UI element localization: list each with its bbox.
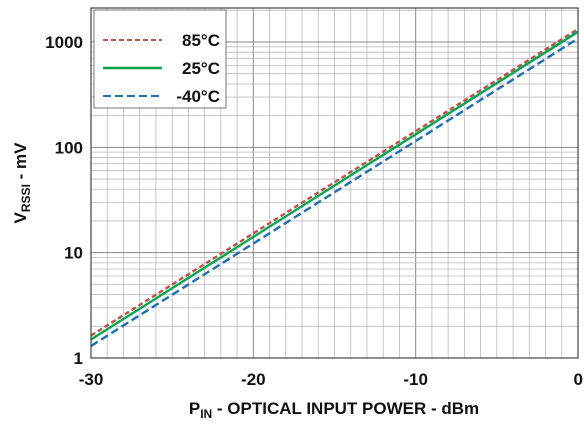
series-lines bbox=[90, 27, 579, 348]
plot-frame bbox=[90, 7, 579, 359]
y-tick-label: 100 bbox=[55, 138, 83, 157]
y-tick-label: 10 bbox=[64, 244, 83, 263]
legend-label-25c: 25°C bbox=[182, 59, 220, 78]
x-axis-title-rest: - OPTICAL INPUT POWER - dBm bbox=[212, 399, 479, 418]
y-tick-labels: 1 10 100 1000 bbox=[45, 33, 83, 368]
y-axis-title-sub: RSSI bbox=[19, 184, 33, 212]
y-tick-label: 1 bbox=[74, 349, 83, 368]
x-axis-title: PIN - OPTICAL INPUT POWER - dBm bbox=[189, 399, 479, 421]
x-tick-label: -20 bbox=[241, 370, 266, 389]
x-tick-label: -30 bbox=[79, 370, 104, 389]
y-tick-label: 1000 bbox=[45, 33, 83, 52]
legend: 85°C 25°C -40°C bbox=[93, 9, 227, 109]
x-axis-title-sub: IN bbox=[200, 407, 212, 421]
x-tick-label: -10 bbox=[403, 370, 428, 389]
x-tick-label: 0 bbox=[574, 370, 583, 389]
legend-box bbox=[93, 9, 227, 109]
series-line-25c bbox=[90, 30, 579, 341]
y-axis-title: VRSSI - mV bbox=[11, 142, 33, 224]
x-tick-labels: -30 -20 -10 0 bbox=[79, 370, 583, 389]
y-axis-title-rest: - mV bbox=[11, 142, 30, 184]
legend-label-minus40c: -40°C bbox=[176, 87, 220, 106]
y-axis-title-main: V bbox=[11, 211, 30, 223]
x-axis-title-main: P bbox=[189, 399, 200, 418]
legend-label-85c: 85°C bbox=[182, 31, 220, 50]
